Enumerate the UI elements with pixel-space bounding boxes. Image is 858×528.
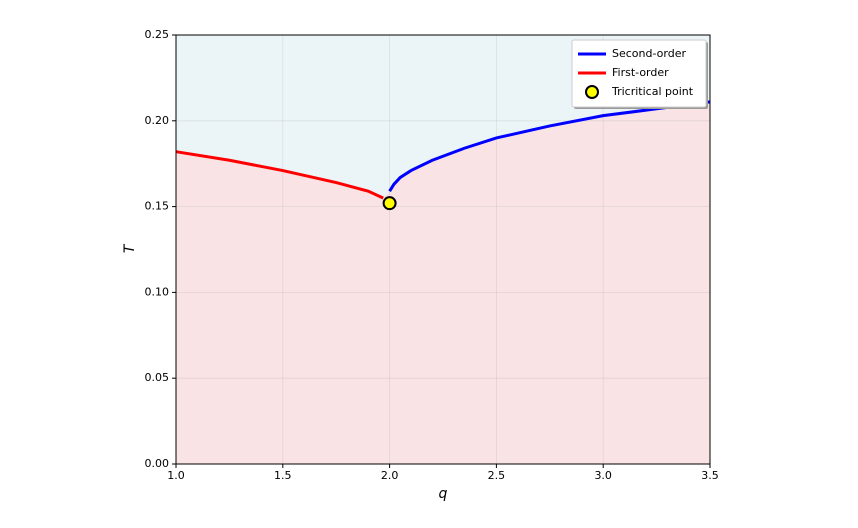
legend: Second-order First-order Tricritical point: [571, 39, 708, 109]
y-tick-label: 0.25: [145, 28, 170, 41]
legend-swatch: [585, 85, 599, 99]
y-tick-label: 0.05: [145, 371, 170, 384]
x-tick-label: 3.0: [594, 469, 612, 482]
legend-box: [571, 39, 707, 108]
region-below: [176, 101, 710, 464]
line-series: [388, 100, 711, 192]
x-tick-label: 2.0: [381, 469, 399, 482]
x-axis-label: q: [439, 486, 448, 502]
y-tick-label: 0.10: [145, 285, 170, 298]
y-tick-label: 0.20: [145, 114, 170, 127]
x-tick-label: 1.5: [274, 469, 292, 482]
y-tick-label: 0.00: [145, 457, 170, 470]
y-tick-label: 0.15: [145, 200, 170, 213]
x-tick-label: 3.5: [701, 469, 719, 482]
legend-label: Second-order: [612, 47, 686, 60]
line-series: [175, 150, 384, 200]
legend-label: First-order: [612, 66, 669, 79]
point: [382, 196, 397, 211]
plot-frame: [175, 34, 711, 465]
y-axis-label: T: [122, 243, 138, 253]
x-tick-label: 1.0: [167, 469, 185, 482]
legend-label: Tricritical point: [611, 85, 694, 98]
x-tick-label: 2.5: [488, 469, 506, 482]
